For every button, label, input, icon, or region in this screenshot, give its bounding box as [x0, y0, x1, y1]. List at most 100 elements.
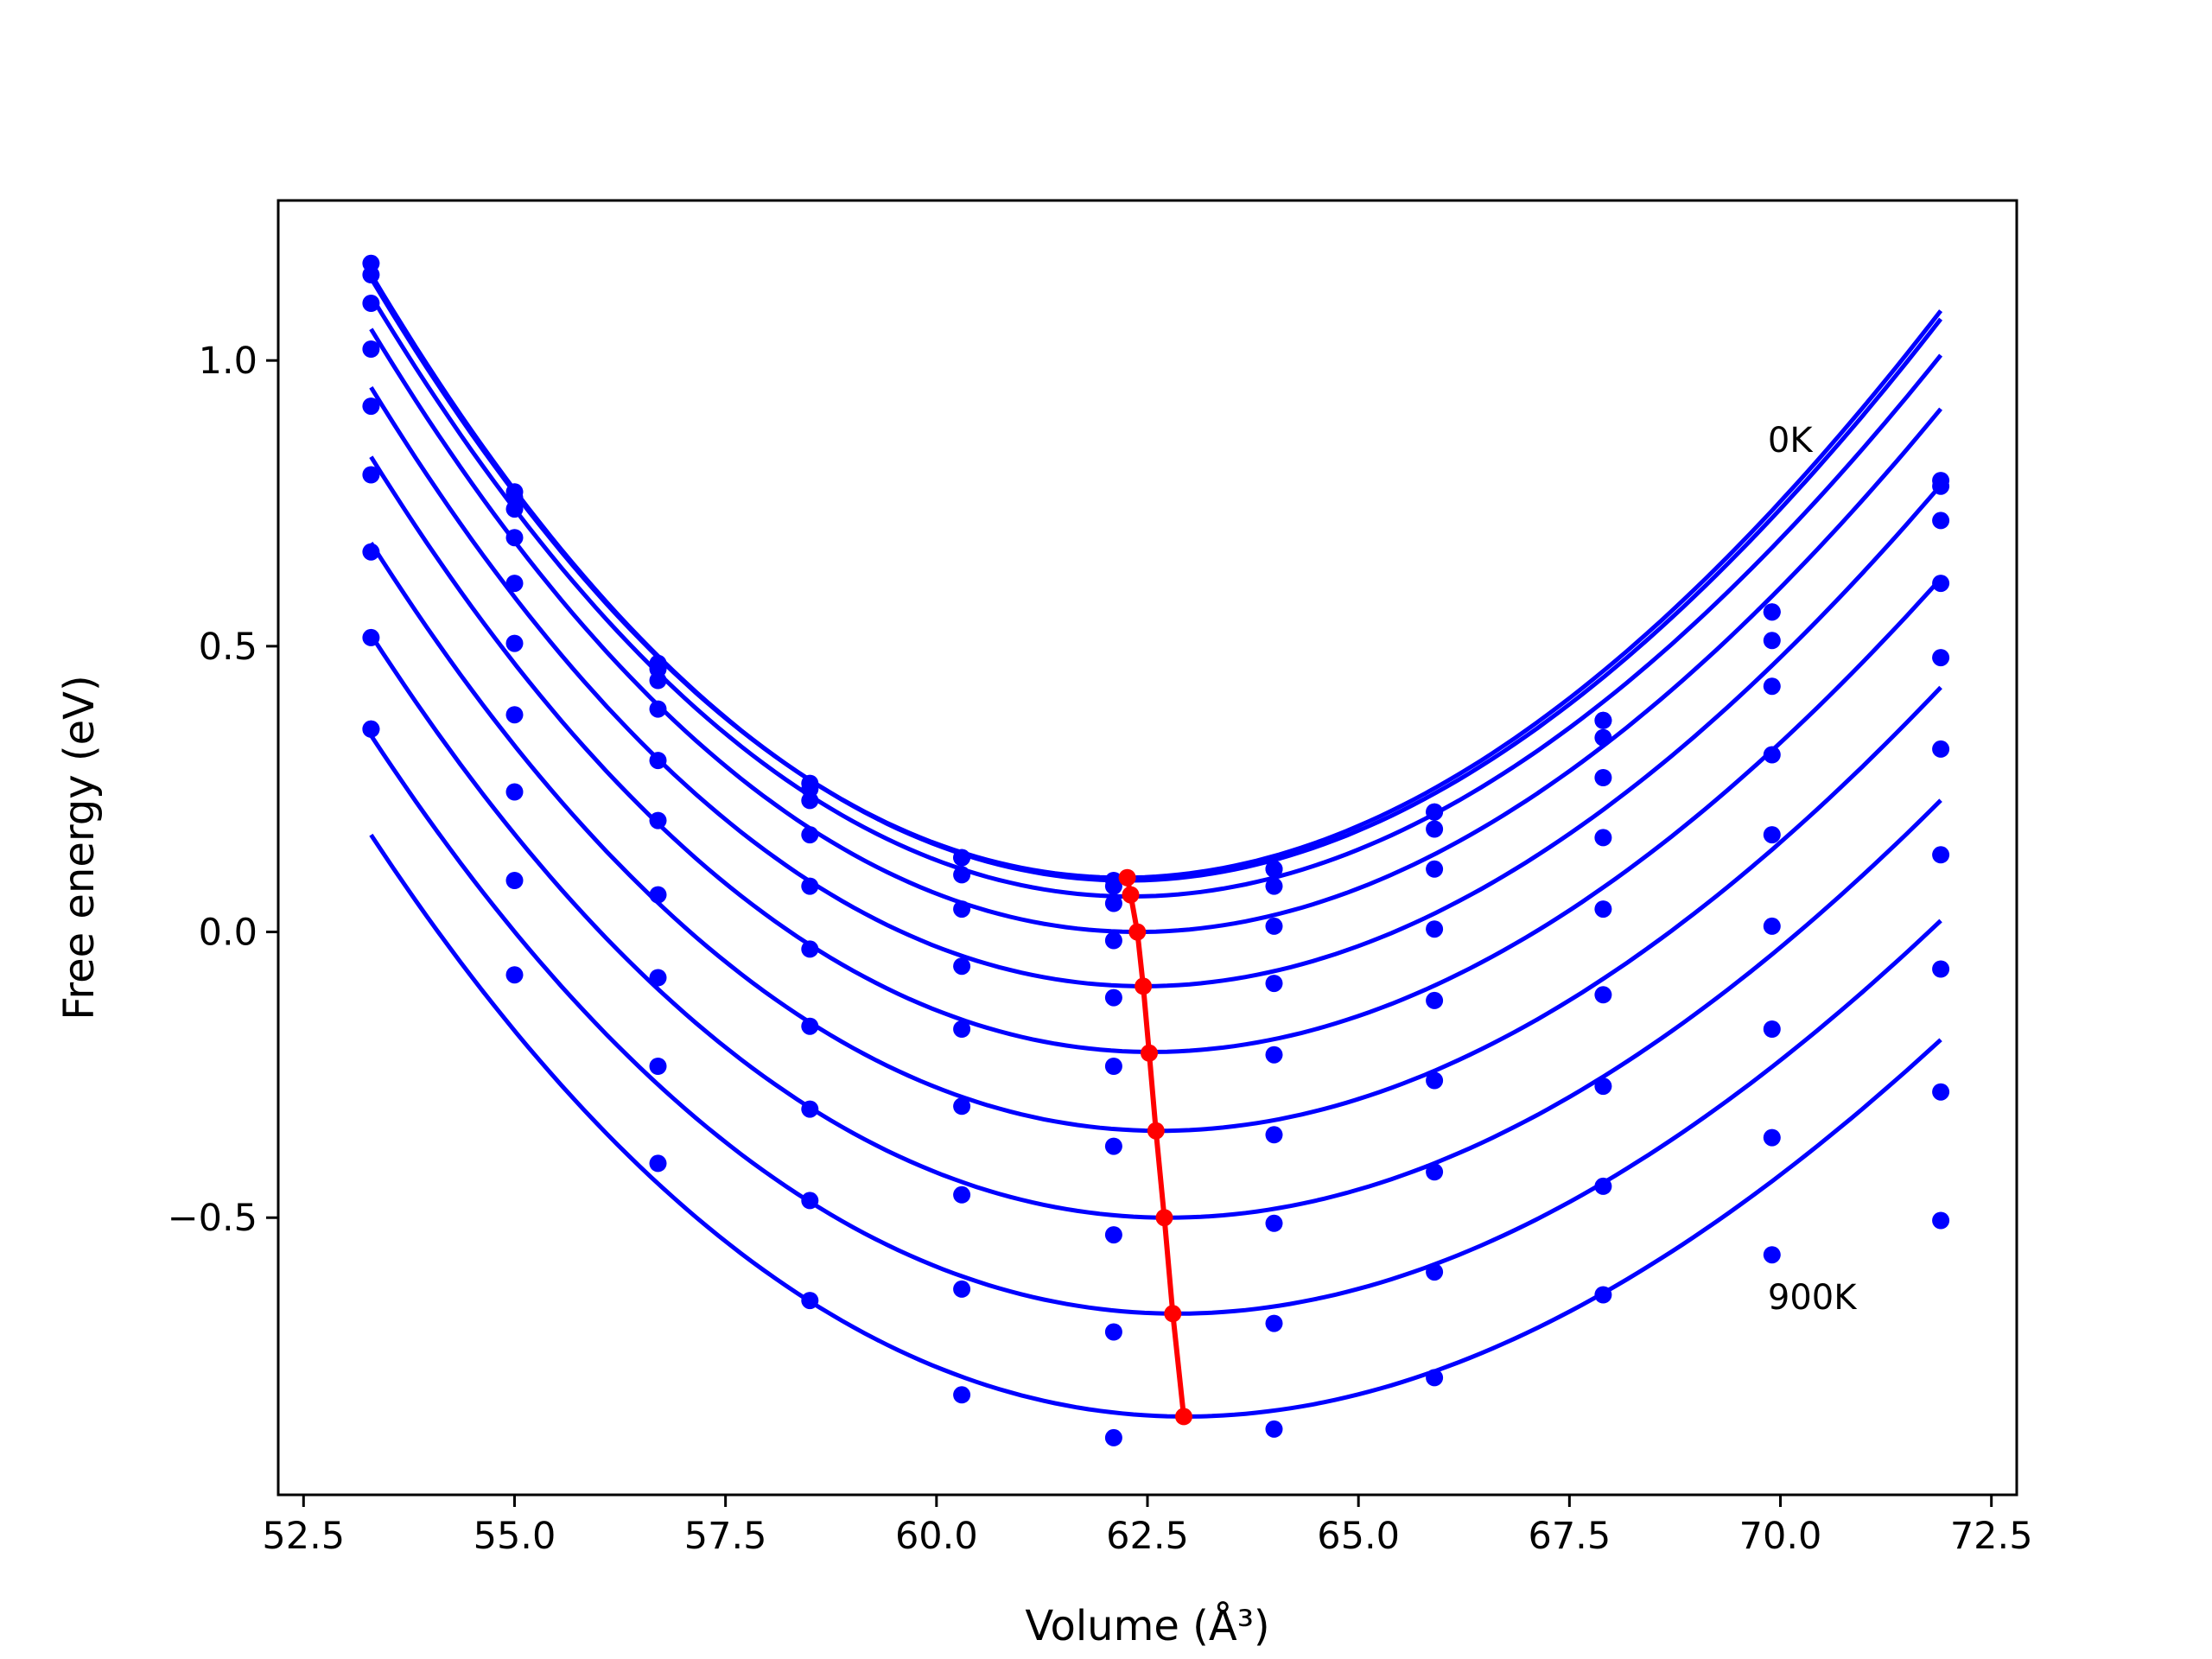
minimum-point-2: [1128, 923, 1147, 941]
data-point-5-5: [1104, 1058, 1122, 1075]
data-point-7-10: [1932, 960, 1950, 978]
data-point-9-10: [1932, 1211, 1950, 1230]
data-point-8-8: [1594, 1177, 1612, 1195]
data-point-6-5: [1104, 1137, 1122, 1155]
fit-curve-1: [369, 272, 1943, 883]
x-tick-label-4: 62.5: [1106, 1515, 1189, 1558]
y-tick-label-2: 0.5: [199, 626, 257, 669]
data-point-1-0: [362, 266, 380, 283]
data-point-6-3: [801, 1017, 819, 1035]
data-point-8-3: [801, 1192, 819, 1210]
data-point-3-3: [801, 826, 819, 844]
minimum-point-7: [1164, 1305, 1182, 1323]
minimum-point-0: [1118, 868, 1136, 887]
x-tick-label-8: 72.5: [1950, 1515, 2033, 1558]
data-point-5-3: [801, 940, 819, 958]
data-point-7-6: [1265, 1214, 1283, 1232]
data-point-6-2: [649, 886, 667, 904]
data-point-4-6: [1265, 975, 1283, 993]
x-tick-label-5: 65.0: [1317, 1515, 1400, 1558]
data-point-2-10: [1932, 512, 1950, 530]
data-point-5-0: [362, 466, 380, 484]
annotation-900k: 900K: [1768, 1278, 1858, 1318]
data-point-7-2: [649, 969, 667, 987]
data-point-4-5: [1104, 988, 1122, 1007]
data-point-1-7: [1426, 803, 1444, 821]
data-point-7-0: [362, 628, 380, 646]
data-point-2-7: [1426, 820, 1444, 838]
data-point-5-2: [649, 811, 667, 830]
data-point-4-7: [1426, 920, 1444, 938]
x-tick-label-2: 57.5: [684, 1515, 767, 1558]
data-point-9-2: [649, 1154, 667, 1173]
data-point-5-4: [953, 1020, 971, 1038]
data-point-5-8: [1594, 900, 1612, 918]
annotation-0k: 0K: [1768, 421, 1814, 461]
data-point-6-1: [505, 706, 524, 724]
y-tick-label-3: 1.0: [199, 340, 257, 383]
data-point-3-5: [1104, 931, 1122, 950]
data-point-2-2: [649, 671, 667, 690]
data-point-3-0: [362, 340, 380, 358]
data-point-3-9: [1763, 677, 1781, 696]
x-tick-label-7: 70.0: [1739, 1515, 1822, 1558]
data-point-5-9: [1763, 826, 1781, 844]
data-point-6-9: [1763, 917, 1781, 935]
data-point-5-6: [1265, 1046, 1283, 1064]
x-tick-label-6: 67.5: [1528, 1515, 1611, 1558]
y-tick-label-1: 0.0: [199, 912, 257, 955]
data-point-3-6: [1265, 917, 1283, 935]
data-point-9-9: [1763, 1246, 1781, 1264]
data-point-6-4: [953, 1097, 971, 1116]
y-tick-label-0: −0.5: [168, 1197, 257, 1240]
data-point-7-8: [1594, 1077, 1612, 1096]
data-point-2-4: [953, 866, 971, 884]
data-point-3-8: [1594, 769, 1612, 786]
data-point-1-9: [1763, 603, 1781, 621]
minimum-point-5: [1147, 1122, 1165, 1140]
minimum-point-4: [1141, 1044, 1158, 1062]
data-point-2-0: [362, 295, 380, 312]
data-point-4-3: [801, 877, 819, 895]
fit-curve-8: [369, 734, 1942, 1316]
data-point-7-7: [1426, 1163, 1444, 1181]
x-tick-label-1: 55.0: [474, 1515, 556, 1558]
minimum-point-8: [1175, 1408, 1192, 1426]
data-point-4-4: [953, 957, 971, 976]
x-axis-label: Volume (Å³): [1025, 1601, 1269, 1650]
data-point-2-6: [1265, 877, 1283, 895]
data-point-6-0: [362, 543, 380, 561]
data-point-9-7: [1426, 1369, 1444, 1387]
data-point-9-6: [1265, 1420, 1283, 1438]
data-point-1-6: [1265, 860, 1283, 878]
y-axis: −0.5 0.0 0.5 1.0: [168, 340, 278, 1240]
minima-line: [1118, 868, 1192, 1426]
data-point-5-10: [1932, 740, 1950, 758]
x-axis: 52.5 55.0 57.5 60.0 62.5 65.0 67.5 70.0 72.5: [262, 1495, 2033, 1558]
data-point-4-0: [362, 397, 380, 416]
data-point-9-1: [505, 966, 524, 984]
data-point-7-9: [1763, 1020, 1781, 1038]
data-point-4-2: [649, 752, 667, 770]
data-point-7-4: [953, 1185, 971, 1204]
data-point-4-8: [1594, 829, 1612, 847]
data-point-9-4: [953, 1386, 971, 1404]
data-point-8-6: [1265, 1314, 1283, 1332]
data-point-3-2: [649, 700, 667, 718]
minimum-point-6: [1155, 1209, 1173, 1227]
data-point-9-0: [362, 720, 380, 738]
data-point-1-4: [953, 849, 971, 867]
data-point-1-10: [1932, 477, 1950, 495]
x-tick-label-0: 52.5: [262, 1515, 345, 1558]
data-point-4-9: [1763, 746, 1781, 764]
data-point-3-7: [1426, 860, 1444, 878]
data-point-7-1: [505, 783, 524, 801]
data-point-1-8: [1594, 711, 1612, 729]
data-point-8-5: [1104, 1323, 1122, 1341]
data-point-8-2: [649, 1058, 667, 1075]
fit-curve-3: [369, 327, 1943, 934]
fit-curve-2: [369, 295, 1943, 899]
data-point-8-10: [1932, 1083, 1950, 1101]
data-point-6-10: [1932, 846, 1950, 864]
